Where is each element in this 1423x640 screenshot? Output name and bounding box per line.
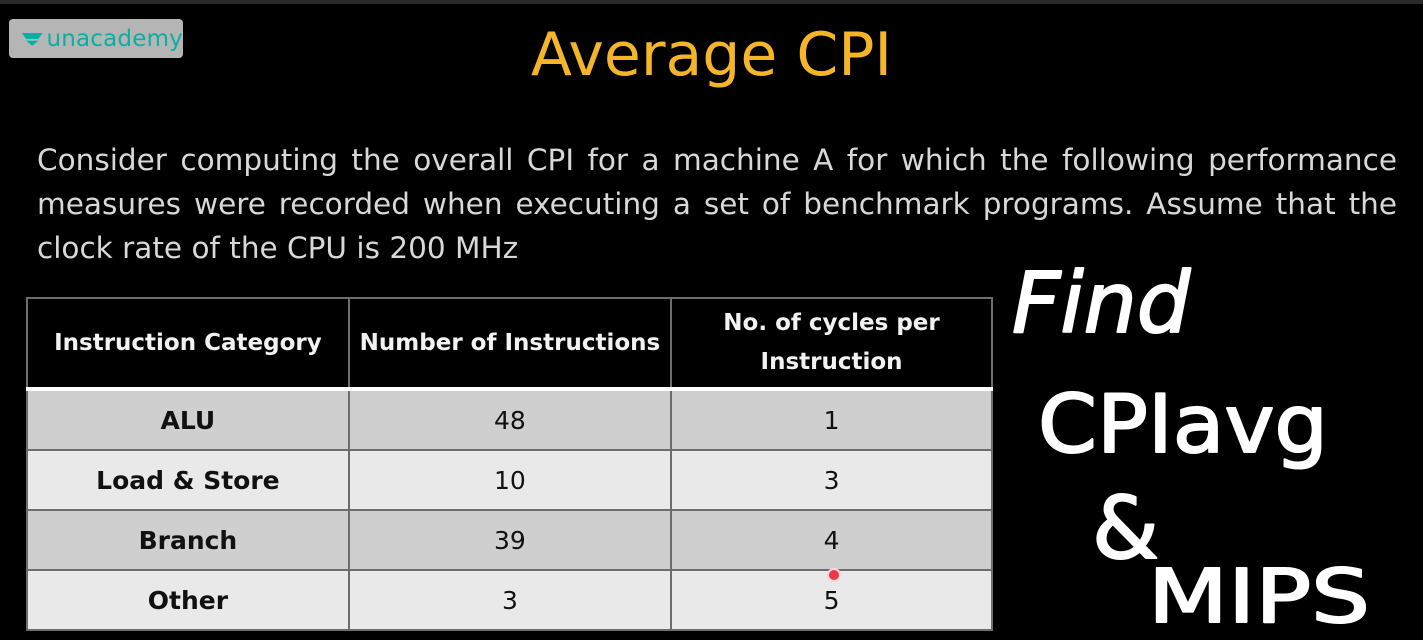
instruction-count-cell: 10 xyxy=(347,449,673,511)
instruction-count-cell: 3 xyxy=(347,569,673,631)
unacademy-logo-icon xyxy=(21,32,43,46)
slide-title: Average CPI xyxy=(530,20,893,90)
table-row: ALU 48 1 xyxy=(26,388,993,451)
problem-statement: Consider computing the overall CPI for a… xyxy=(37,143,1397,265)
table-header-row: Instruction Category Number of Instructi… xyxy=(26,297,993,391)
instruction-count-cell: 48 xyxy=(347,388,673,451)
header-cycles-per-instruction: No. of cycles per Instruction xyxy=(670,297,993,391)
table-row: Load & Store 10 3 xyxy=(26,449,993,511)
annotation-line-find: Find xyxy=(1012,254,1191,352)
cpi-cell: 1 xyxy=(670,388,993,451)
cpi-cell: 3 xyxy=(670,449,993,511)
logo-text: unacademy xyxy=(46,25,183,52)
annotation-line-mips: MIPS xyxy=(1148,554,1370,640)
instruction-count-cell: 39 xyxy=(347,509,673,571)
table-row: Other 3 5 xyxy=(26,569,993,631)
annotation-line-ampersand: & xyxy=(1092,479,1159,579)
header-instruction-category: Instruction Category xyxy=(26,297,350,391)
category-cell: ALU xyxy=(26,388,350,451)
category-cell: Load & Store xyxy=(26,449,350,511)
handwritten-annotation: Find CPIavg & MIPS xyxy=(1011,253,1371,640)
performance-table: Instruction Category Number of Instructi… xyxy=(26,297,993,631)
category-cell: Branch xyxy=(26,509,350,571)
annotation-line-cpiavg: CPIavg xyxy=(1038,378,1328,471)
category-cell: Other xyxy=(26,569,350,631)
cpi-cell: 4 xyxy=(670,509,993,571)
video-top-bar xyxy=(0,0,1423,4)
header-number-of-instructions: Number of Instructions xyxy=(347,297,673,391)
unacademy-logo: unacademy xyxy=(9,19,183,58)
laser-pointer-dot xyxy=(827,568,841,582)
table-row: Branch 39 4 xyxy=(26,509,993,571)
